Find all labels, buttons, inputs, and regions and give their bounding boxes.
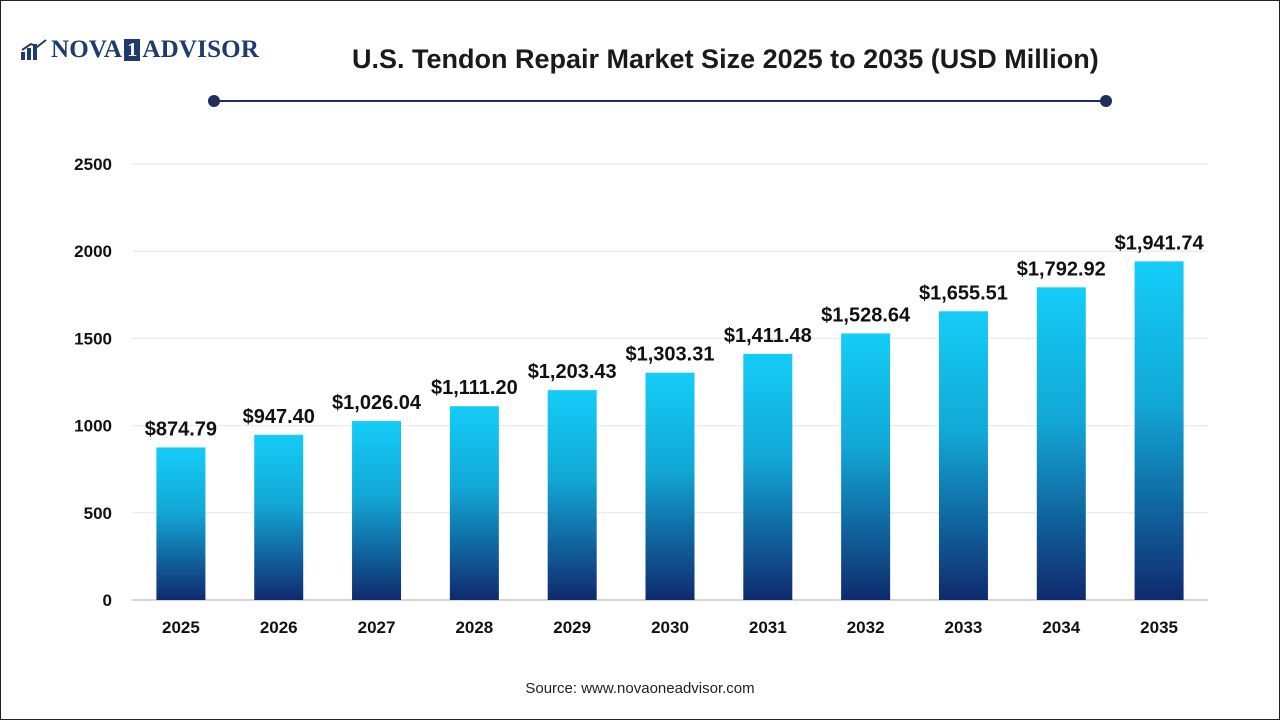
y-tick-label: 500: [84, 504, 112, 523]
logo-text-advisor: ADVISOR: [142, 36, 260, 63]
brand-logo: NOVA 1 ADVISOR: [20, 36, 259, 64]
title-underline: [208, 95, 1112, 107]
x-tick-label: 2028: [455, 618, 493, 637]
bar-chart-logo-icon: [21, 39, 47, 60]
x-tick-label: 2030: [651, 618, 689, 637]
y-tick-label: 2500: [74, 155, 112, 174]
bar-2028: [449, 406, 499, 600]
bar-2029: [547, 390, 597, 600]
data-label: $1,655.51: [919, 282, 1008, 304]
logo-box-one: 1: [124, 39, 141, 61]
x-tick-label: 2033: [945, 618, 983, 637]
data-labels: $874.79 $947.40 $1,026.04 $1,111.20 $1,203.4…: [145, 232, 1205, 440]
axes: 0 500 1000 1500 2000 2500 2025 2026 2027 2028 2029…: [74, 155, 1208, 637]
bar-2031: [743, 353, 793, 600]
x-tick-label: 2029: [553, 618, 591, 637]
logo-text-nova: NOVA: [51, 36, 123, 63]
bar-2033: [938, 311, 988, 600]
title-underline-right-dot: [1100, 95, 1112, 107]
data-label: $1,941.74: [1115, 232, 1205, 254]
bar-2035: [1134, 261, 1184, 600]
data-label: $1,303.31: [626, 344, 715, 366]
bar-2027: [352, 421, 402, 600]
bar-2026: [254, 434, 304, 600]
title-underline-line: [213, 100, 1107, 102]
y-tick-label: 2000: [74, 242, 112, 261]
x-tick-label: 2035: [1140, 618, 1178, 637]
data-label: $1,026.04: [332, 392, 422, 414]
source-note: Source: www.novaoneadvisor.com: [525, 680, 755, 697]
x-tick-label: 2026: [260, 618, 298, 637]
bars: [156, 261, 1184, 600]
y-tick-label: 0: [103, 591, 112, 610]
y-tick-label: 1500: [74, 329, 112, 348]
y-tick-label: 1000: [74, 417, 112, 436]
x-tick-label: 2031: [749, 618, 787, 637]
bar-2032: [841, 333, 891, 600]
data-label: $1,111.20: [431, 377, 518, 399]
bar-2025: [156, 447, 206, 600]
bar-2030: [645, 372, 695, 600]
x-tick-label: 2032: [847, 618, 885, 637]
x-tick-label: 2027: [358, 618, 396, 637]
data-label: $874.79: [145, 418, 217, 440]
data-label: $1,792.92: [1017, 258, 1106, 280]
data-label: $1,528.64: [821, 304, 911, 326]
bar-2034: [1036, 287, 1086, 600]
data-label: $947.40: [243, 406, 315, 428]
data-label: $1,411.48: [724, 325, 812, 347]
title-underline-left-dot: [208, 95, 220, 107]
data-label: $1,203.43: [528, 361, 617, 383]
chart-title: U.S. Tendon Repair Market Size 2025 to 2…: [352, 44, 1099, 74]
x-tick-label: 2025: [162, 618, 200, 637]
x-tick-label: 2034: [1042, 618, 1080, 637]
